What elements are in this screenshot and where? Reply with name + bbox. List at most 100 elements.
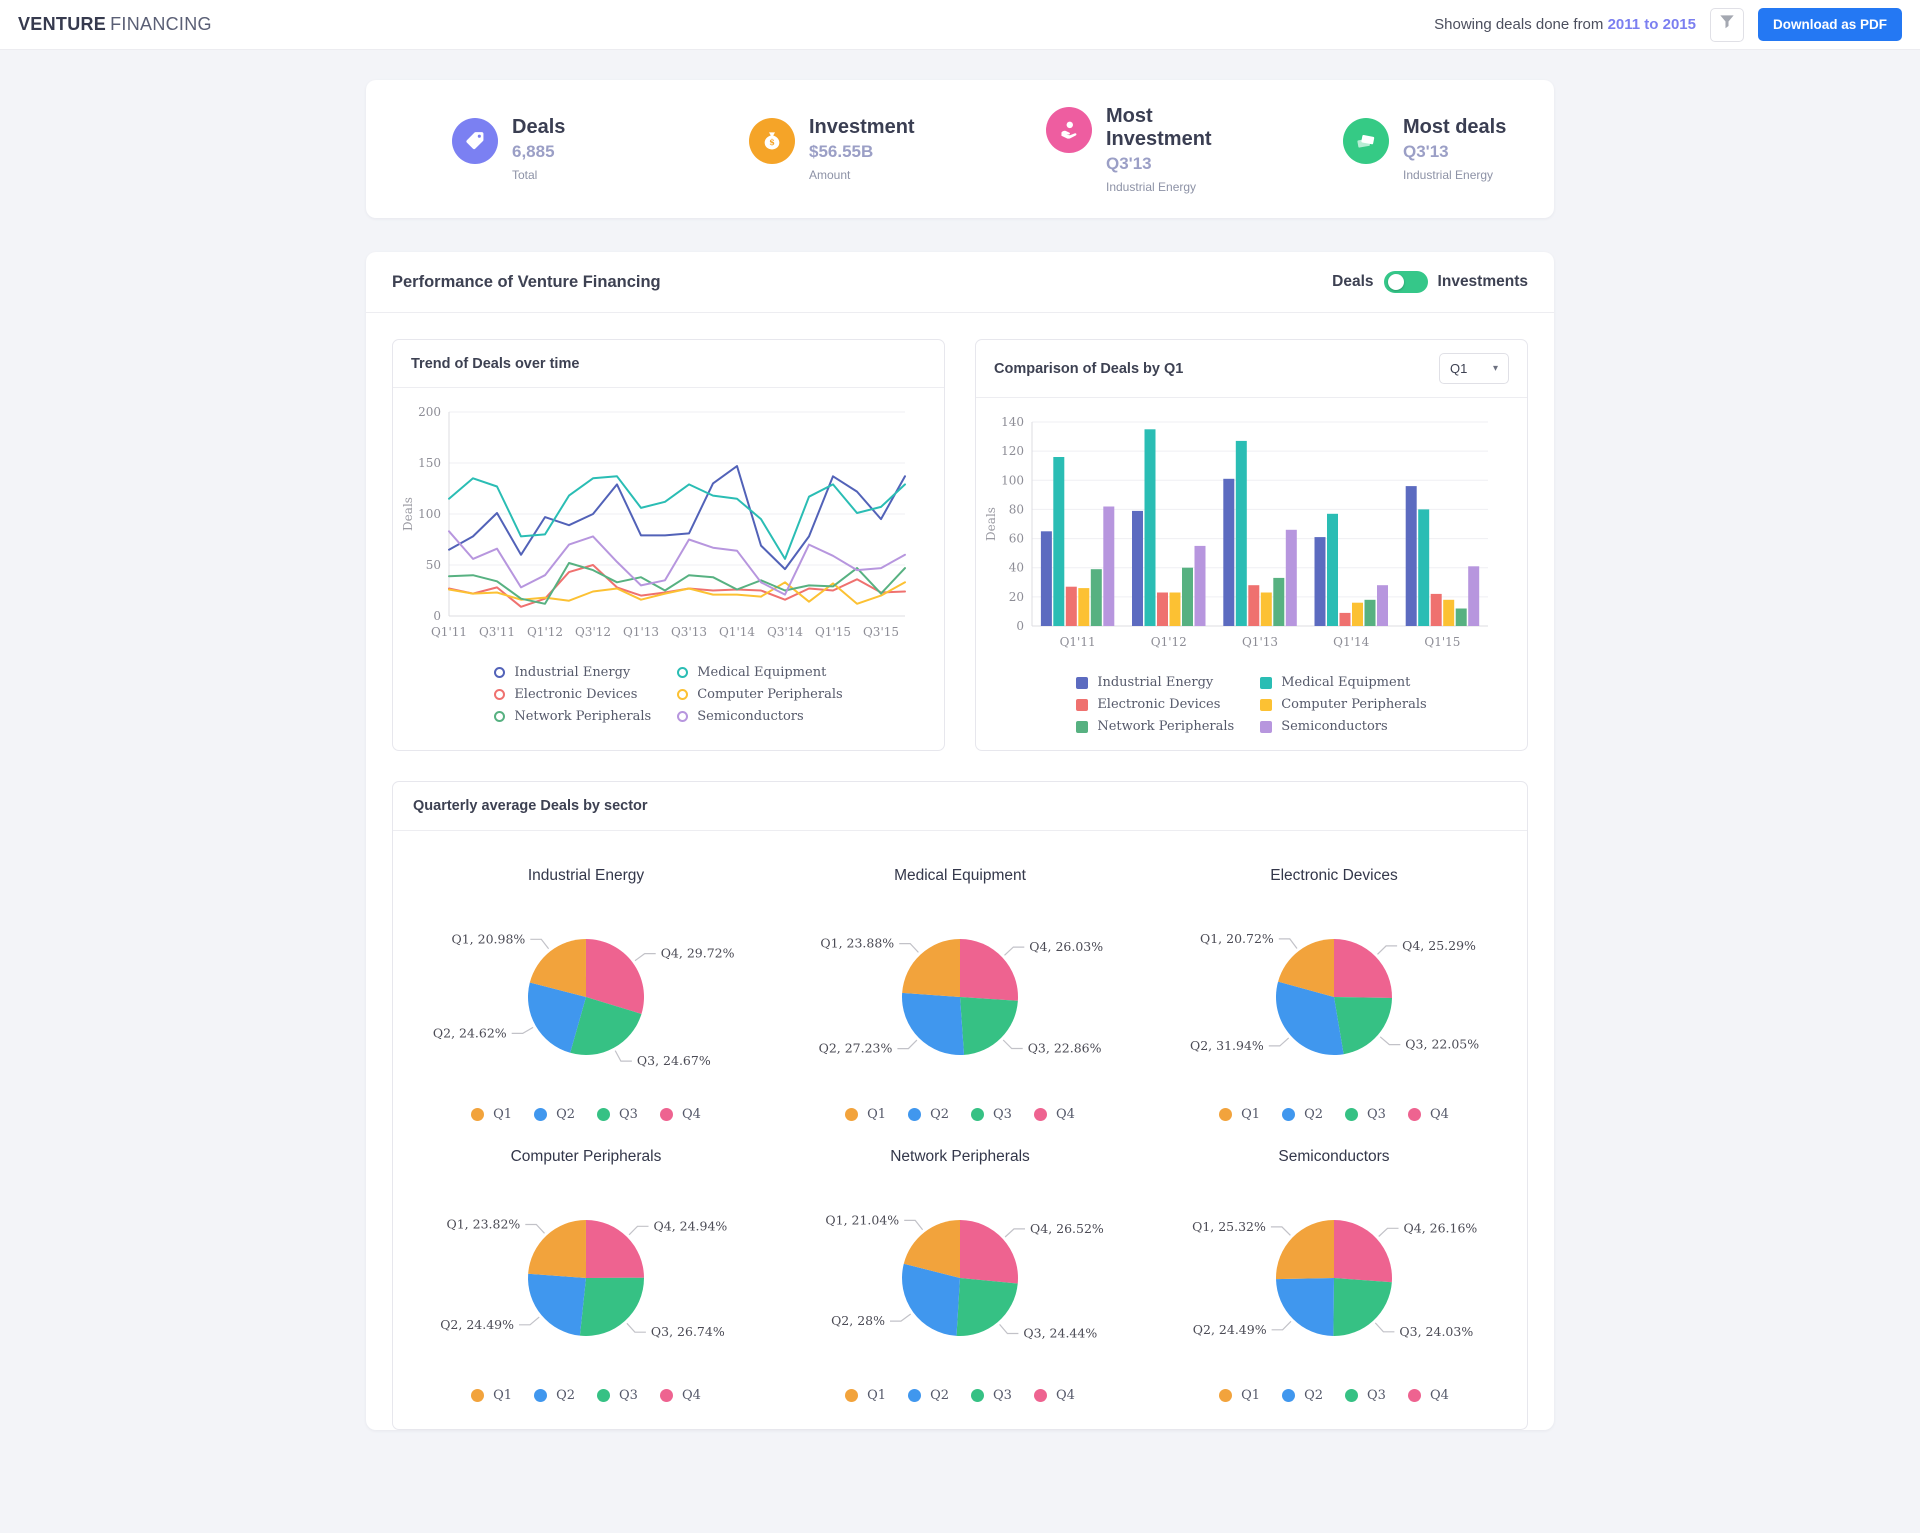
svg-text:100: 100: [1001, 473, 1024, 487]
legend-item[interactable]: Medical Equipment: [677, 665, 842, 680]
legend-item[interactable]: Q2: [908, 1388, 949, 1403]
legend-item[interactable]: Medical Equipment: [1260, 675, 1426, 690]
svg-text:Q1, 25.32%: Q1, 25.32%: [1192, 1219, 1266, 1234]
comparison-bar-chart[interactable]: 0 20 40 60 80 100 120 140 Deals Q1'11 Q1'12 Q1'13 Q1…: [982, 408, 1502, 660]
svg-text:Deals: Deals: [401, 497, 415, 531]
svg-text:0: 0: [433, 609, 441, 623]
svg-text:Q3'12: Q3'12: [575, 625, 611, 639]
legend-item[interactable]: Semiconductors: [677, 709, 842, 724]
svg-text:Q1'15: Q1'15: [1424, 635, 1460, 649]
legend-item[interactable]: Semiconductors: [1260, 719, 1426, 734]
legend-item[interactable]: Industrial Energy: [494, 665, 651, 680]
pie-title: Industrial Energy: [527, 867, 645, 884]
svg-text:Q2, 27.23%: Q2, 27.23%: [819, 1041, 893, 1056]
filter-button[interactable]: [1709, 7, 1744, 42]
legend-item[interactable]: Q4: [1033, 1388, 1075, 1403]
pie-legend: Q1 Q2 Q3 Q4: [845, 1107, 1075, 1122]
svg-text:Q1, 23.88%: Q1, 23.88%: [820, 936, 894, 951]
stat-value: Q3'13: [1106, 153, 1152, 173]
legend-item[interactable]: Industrial Energy: [1076, 675, 1234, 690]
legend-item[interactable]: Q1: [1219, 1107, 1260, 1122]
legend-square-icon: [1260, 698, 1273, 711]
legend-item[interactable]: Electronic Devices: [1076, 697, 1234, 712]
stat-title: Investment: [809, 116, 915, 138]
legend-ring-icon: [494, 667, 506, 678]
pie-chart-semiconductors[interactable]: Q4, 26.16% Q3, 24.03% Q2, 24.49% Q1, 25.32%: [1154, 1180, 1514, 1372]
legend-dot-icon: [845, 1108, 859, 1121]
legend-item[interactable]: Computer Peripherals: [1260, 697, 1427, 712]
legend-item[interactable]: Q2: [534, 1107, 575, 1122]
legend-label: Q2: [930, 1107, 949, 1122]
legend-dot-icon: [1407, 1108, 1421, 1121]
legend-label: Q1: [867, 1388, 887, 1403]
quarter-select-value: Q1: [1450, 361, 1468, 376]
pie-title: Medical Equipment: [894, 867, 1026, 884]
svg-text:Q1'11: Q1'11: [431, 625, 467, 639]
legend-dot-icon: [534, 1108, 548, 1121]
legend-item[interactable]: Q3: [1345, 1388, 1386, 1403]
logo-bold: VENTURE: [18, 14, 107, 34]
legend-label: Medical Equipment: [697, 665, 827, 680]
hand-coin-icon: [1046, 106, 1092, 153]
pie-legend: Q1 Q2 Q3 Q4: [845, 1388, 1075, 1403]
quarter-select[interactable]: Q1 ▾: [1439, 353, 1509, 384]
legend-item[interactable]: Q1: [845, 1388, 886, 1403]
legend-item[interactable]: Network Peripherals: [1076, 719, 1234, 734]
svg-text:Q2, 24.49%: Q2, 24.49%: [1193, 1322, 1267, 1337]
legend-item[interactable]: Q4: [659, 1388, 701, 1403]
legend-item[interactable]: Q1: [471, 1388, 512, 1403]
trend-line-chart[interactable]: 0 50 100 150 200 Deals Q1'11 Q3'11 Q1'12 Q3'12 Q1'…: [399, 398, 919, 650]
stat-most-investment: Most Investment Q3'13 Industrial Energy: [960, 105, 1257, 194]
pie-chart-industrial-energy[interactable]: Q4, 29.72% Q3, 24.67% Q2, 24.62% Q1, 20.98%: [406, 899, 766, 1091]
legend-item[interactable]: Q3: [597, 1388, 638, 1403]
funnel-icon: [1719, 14, 1735, 35]
legend-item[interactable]: Q4: [659, 1107, 701, 1122]
stat-investment: $ Investment $56.55B Amount: [663, 116, 960, 182]
svg-text:Q1'12: Q1'12: [1151, 635, 1187, 649]
stat-value: Q3'13: [1403, 142, 1449, 161]
toggle-label-investments[interactable]: Investments: [1437, 273, 1528, 290]
svg-text:$: $: [769, 137, 775, 147]
legend-item[interactable]: Computer Peripherals: [677, 687, 843, 702]
legend-item[interactable]: Q2: [1282, 1388, 1323, 1403]
pie-chart-network-peripherals[interactable]: Q4, 26.52% Q3, 24.44% Q2, 28% Q1, 21.04%: [780, 1180, 1140, 1372]
legend-label: Q4: [681, 1388, 701, 1403]
legend-item[interactable]: Q4: [1407, 1388, 1449, 1403]
svg-text:Q2, 28%: Q2, 28%: [831, 1313, 885, 1328]
download-pdf-button[interactable]: Download as PDF: [1757, 8, 1902, 41]
legend-label: Q4: [1429, 1388, 1449, 1403]
legend-dot-icon: [471, 1108, 485, 1121]
legend-item[interactable]: Q1: [1219, 1388, 1260, 1403]
app-logo: VENTURE FINANCING: [18, 14, 212, 35]
legend-item[interactable]: Q3: [971, 1107, 1012, 1122]
chevron-down-icon: ▾: [1492, 363, 1498, 374]
legend-label: Medical Equipment: [1281, 675, 1411, 690]
legend-item[interactable]: Q1: [471, 1107, 512, 1122]
legend-item[interactable]: Q3: [597, 1107, 638, 1122]
legend-item[interactable]: Q2: [534, 1388, 575, 1403]
legend-label: Q4: [1055, 1388, 1075, 1403]
legend-dot-icon: [659, 1108, 673, 1121]
pie-chart-medical-equipment[interactable]: Q4, 26.03% Q3, 22.86% Q2, 27.23% Q1, 23.88%: [780, 899, 1140, 1091]
toggle-label-deals[interactable]: Deals: [1332, 273, 1374, 290]
legend-item[interactable]: Q3: [1345, 1107, 1386, 1122]
pie-chart-computer-peripherals[interactable]: Q4, 24.94% Q3, 26.74% Q2, 24.49% Q1, 23.82%: [406, 1180, 766, 1372]
legend-item[interactable]: Network Peripherals: [494, 709, 651, 724]
legend-item[interactable]: Q1: [845, 1107, 886, 1122]
legend-item[interactable]: Q4: [1407, 1107, 1449, 1122]
legend-dot-icon: [845, 1389, 859, 1402]
svg-text:Q3, 24.67%: Q3, 24.67%: [637, 1053, 711, 1068]
date-range-value[interactable]: 2011 to 2015: [1607, 16, 1696, 33]
legend-item[interactable]: Q3: [971, 1388, 1012, 1403]
svg-text:Q3, 24.44%: Q3, 24.44%: [1023, 1326, 1097, 1341]
legend-label: Q2: [556, 1107, 575, 1122]
deals-investments-toggle[interactable]: [1383, 271, 1428, 293]
svg-text:Q1'14: Q1'14: [719, 625, 755, 639]
legend-item[interactable]: Q2: [1282, 1107, 1323, 1122]
legend-item[interactable]: Q2: [908, 1107, 949, 1122]
legend-item[interactable]: Electronic Devices: [494, 687, 651, 702]
legend-item[interactable]: Q4: [1033, 1107, 1075, 1122]
pie-chart-electronic-devices[interactable]: Q4, 25.29% Q3, 22.05% Q2, 31.94% Q1, 20.72%: [1154, 899, 1514, 1091]
legend-label: Electronic Devices: [1097, 697, 1221, 712]
legend-label: Q4: [1429, 1107, 1449, 1122]
